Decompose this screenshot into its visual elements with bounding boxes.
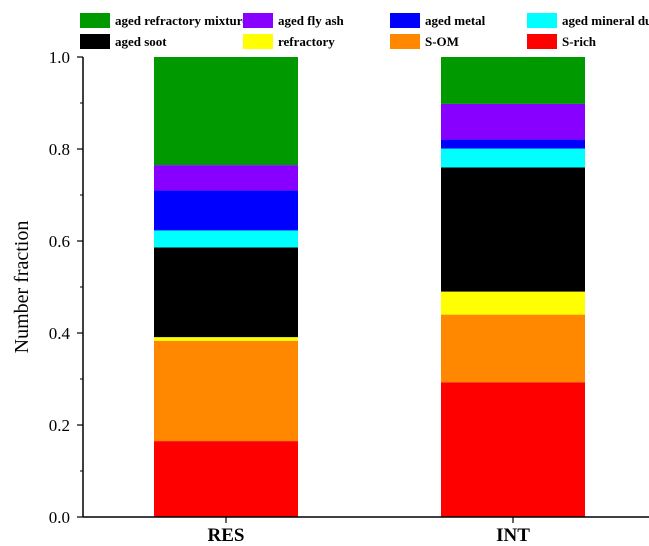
bar-res-refractory <box>154 337 298 341</box>
bar-int-aged-metal <box>441 139 585 149</box>
y-tick-label: 0.0 <box>49 508 70 527</box>
legend-label-aged-refractory-mixture: aged refractory mixture <box>115 13 248 28</box>
y-tick-label: 0.4 <box>49 324 71 343</box>
x-labels: RES INT <box>208 517 530 546</box>
y-tick-label: 0.6 <box>49 232 70 251</box>
legend-swatch-s-om <box>390 34 420 49</box>
y-tick-label: 0.2 <box>49 416 70 435</box>
legend-swatch-aged-mineral-dust <box>527 13 557 28</box>
x-tick-label-res: RES <box>208 525 245 546</box>
y-tick-label: 1.0 <box>49 48 70 67</box>
bar-int-aged-soot <box>441 167 585 292</box>
bar-res-s-rich <box>154 441 298 517</box>
bar-res-aged-soot <box>154 247 298 338</box>
y-axis-title: Number fraction <box>11 221 33 354</box>
bar-int-s-rich <box>441 382 585 517</box>
legend-label-aged-soot: aged soot <box>115 34 167 49</box>
bar-res-s-om <box>154 340 298 442</box>
bar-res-aged-mineral-dust <box>154 230 298 248</box>
legend-swatch-aged-soot <box>80 34 110 49</box>
y-ticks: 0.0 0.2 0.4 0.6 0.8 1.0 <box>49 48 83 527</box>
bar-int-refractory <box>441 291 585 315</box>
bar-int-aged-mineral-dust <box>441 148 585 168</box>
y-tick-label: 0.8 <box>49 140 70 159</box>
legend-swatch-aged-metal <box>390 13 420 28</box>
legend: aged refractory mixture aged fly ash aged … <box>80 13 649 49</box>
bar-res-aged-refractory-mixture <box>154 57 298 166</box>
legend-swatch-aged-fly-ash <box>243 13 273 28</box>
legend-swatch-refractory <box>243 34 273 49</box>
legend-swatch-aged-refractory-mixture <box>80 13 110 28</box>
legend-label-refractory: refractory <box>278 34 335 49</box>
bars <box>154 57 585 517</box>
legend-label-aged-mineral-dust: aged mineral dust <box>562 13 649 28</box>
bar-res-aged-fly-ash <box>154 165 298 191</box>
legend-label-s-om: S-OM <box>425 34 459 49</box>
legend-label-aged-metal: aged metal <box>425 13 486 28</box>
bar-int-aged-refractory-mixture <box>441 57 585 104</box>
legend-swatch-s-rich <box>527 34 557 49</box>
bar-int-aged-fly-ash <box>441 103 585 140</box>
legend-label-aged-fly-ash: aged fly ash <box>278 13 345 28</box>
x-tick-label-int: INT <box>496 525 530 546</box>
legend-label-s-rich: S-rich <box>562 34 597 49</box>
bar-int-s-om <box>441 314 585 383</box>
bar-res-aged-metal <box>154 190 298 231</box>
